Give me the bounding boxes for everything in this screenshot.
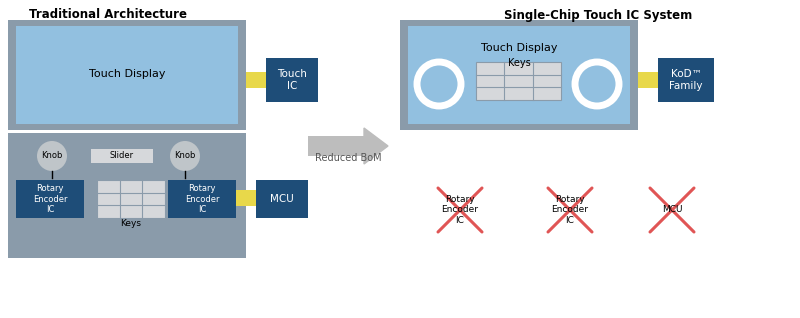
Text: KoD™
Family: KoD™ Family bbox=[670, 69, 702, 91]
Bar bbox=[236, 190, 256, 206]
Text: Touch Display: Touch Display bbox=[481, 43, 558, 53]
Bar bbox=[266, 58, 318, 102]
Text: Rotary
Encoder
IC: Rotary Encoder IC bbox=[33, 184, 67, 214]
Text: Keys: Keys bbox=[508, 58, 530, 68]
Bar bbox=[246, 72, 266, 88]
Bar bbox=[308, 136, 364, 156]
Text: Rotary
Encoder
IC: Rotary Encoder IC bbox=[185, 184, 219, 214]
Bar bbox=[16, 180, 84, 218]
Bar bbox=[16, 26, 238, 124]
Circle shape bbox=[170, 141, 200, 171]
Circle shape bbox=[575, 62, 619, 106]
Text: Slider: Slider bbox=[110, 151, 134, 161]
Bar bbox=[91, 149, 153, 163]
Text: Touch
IC: Touch IC bbox=[277, 69, 307, 91]
Bar bbox=[8, 20, 246, 130]
Bar bbox=[658, 58, 714, 102]
Text: Knob: Knob bbox=[174, 151, 196, 161]
Text: Rotary
Encoder
IC: Rotary Encoder IC bbox=[551, 195, 589, 225]
Bar bbox=[638, 72, 658, 88]
Text: Reduced BoM: Reduced BoM bbox=[314, 153, 382, 163]
Bar bbox=[168, 180, 236, 218]
Bar bbox=[476, 62, 561, 100]
Text: Knob: Knob bbox=[42, 151, 62, 161]
Polygon shape bbox=[364, 128, 388, 164]
Circle shape bbox=[417, 62, 461, 106]
Bar bbox=[256, 180, 308, 218]
Text: Keys: Keys bbox=[121, 218, 142, 227]
Bar bbox=[400, 20, 638, 130]
Text: MCU: MCU bbox=[662, 205, 682, 215]
Text: MCU: MCU bbox=[270, 194, 294, 204]
Bar bbox=[8, 133, 246, 258]
Bar bbox=[97, 180, 165, 218]
Text: Single-Chip Touch IC System: Single-Chip Touch IC System bbox=[504, 9, 692, 22]
Circle shape bbox=[37, 141, 67, 171]
Bar bbox=[408, 26, 630, 124]
Text: Touch Display: Touch Display bbox=[89, 69, 166, 79]
Text: Rotary
Encoder
IC: Rotary Encoder IC bbox=[442, 195, 478, 225]
Text: Traditional Architecture: Traditional Architecture bbox=[29, 9, 187, 22]
